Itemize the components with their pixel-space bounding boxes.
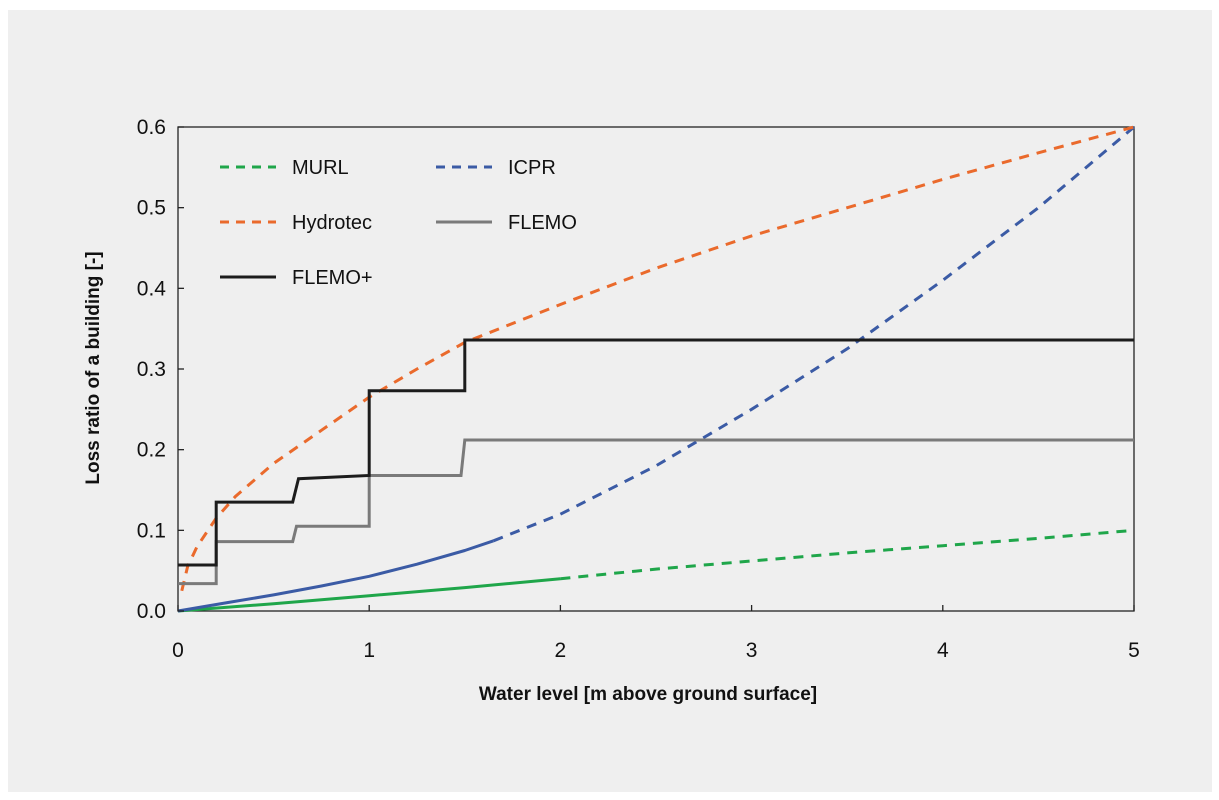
y-tick-label: 0.4: [137, 277, 167, 300]
legend-label-icpr: ICPR: [508, 157, 556, 179]
legend-label-flemo: FLEMO: [508, 212, 577, 234]
y-axis-title: Loss ratio of a building [-]: [83, 251, 104, 484]
y-tick-label: 0.5: [137, 197, 166, 220]
series-line-murl-solid: [177, 577, 561, 613]
x-tick-label: 0: [172, 639, 184, 662]
series-line-hydrotec: [180, 125, 1135, 592]
legend-label-flemo-plus: FLEMO+: [292, 267, 373, 289]
x-tick-label: 5: [1128, 639, 1140, 662]
x-tick-label: 3: [746, 639, 758, 662]
x-axis-title: Water level [m above ground surface]: [479, 684, 817, 705]
series-line-flemo-plus: [178, 338, 1134, 567]
y-tick-label: 0.3: [137, 358, 166, 381]
x-tick-label: 1: [363, 639, 375, 662]
y-tick-label: 0.1: [137, 519, 166, 542]
series-line-murl-dashed: [560, 528, 1135, 581]
series-line-icpr-solid: [177, 539, 494, 613]
x-tick-label: 2: [555, 639, 567, 662]
chart-panel: [8, 10, 1212, 792]
y-tick-label: 0.0: [137, 600, 166, 623]
legend-label-hydrotec: Hydrotec: [292, 212, 372, 234]
series-line-flemo: [178, 438, 1134, 586]
plot-area: [177, 126, 1135, 612]
legend-label-murl: MURL: [292, 157, 349, 179]
y-tick-label: 0.6: [137, 116, 166, 139]
series-line-icpr-dashed: [492, 125, 1135, 543]
x-tick-label: 4: [937, 639, 949, 662]
y-tick-label: 0.2: [137, 439, 166, 462]
